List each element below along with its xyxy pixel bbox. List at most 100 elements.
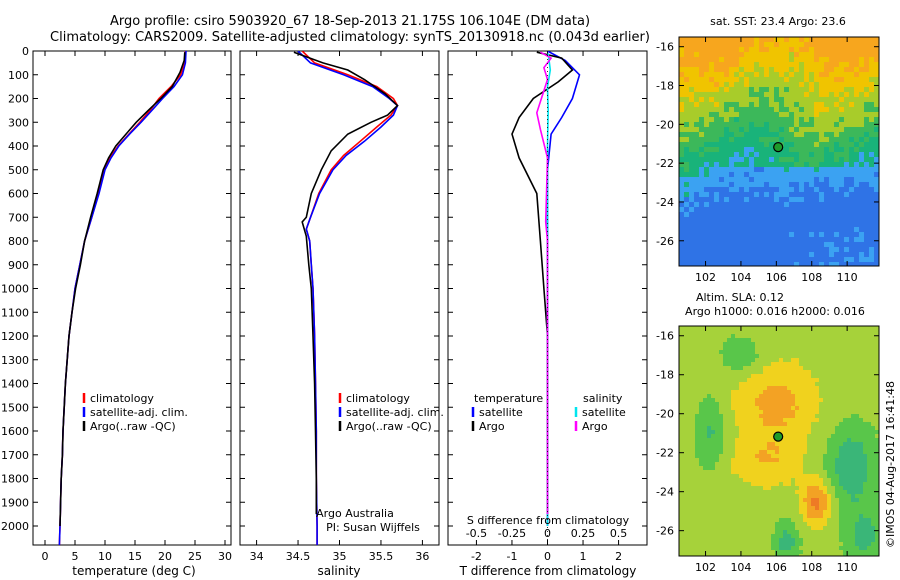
sst-map-cell — [864, 217, 870, 223]
sla-map-cell — [807, 482, 812, 487]
sla-map-cell — [855, 466, 860, 471]
sla-map-cell — [703, 538, 708, 543]
sla-map-cell — [723, 478, 728, 483]
sst-map-cell — [854, 217, 860, 223]
sla-map-cell — [747, 402, 752, 407]
sla-map-cell — [855, 330, 860, 335]
sla-map-cell — [831, 366, 836, 371]
sla-map-cell — [743, 382, 748, 387]
sla-map-cell — [759, 398, 764, 403]
sla-map-cell — [759, 454, 764, 459]
sst-map-cell — [839, 202, 845, 208]
sla-map-cell — [711, 382, 716, 387]
sla-map-cell — [811, 502, 816, 507]
sla-map-cell — [723, 458, 728, 463]
sla-map-cell — [815, 338, 820, 343]
sla-map-cell — [763, 418, 768, 423]
sla-map-cell — [807, 498, 812, 503]
sst-map-cell — [774, 132, 780, 138]
sst-map-cell — [679, 152, 685, 158]
sla-map-cell — [823, 478, 828, 483]
sst-map-cell — [869, 132, 875, 138]
sla-map-cell — [739, 470, 744, 475]
sla-map-cell — [779, 398, 784, 403]
sst-map-cell — [754, 232, 760, 238]
sst-map-cell — [839, 147, 845, 153]
sla-map-cell — [851, 546, 856, 551]
sla-map-cell — [819, 550, 824, 555]
sla-map-cell — [787, 530, 792, 535]
sla-map-cell — [723, 498, 728, 503]
sla-map-cell — [875, 366, 879, 371]
sla-map-cell — [843, 494, 848, 499]
sla-map-cell — [867, 526, 872, 531]
sla-map-cell — [835, 466, 840, 471]
sla-map-cell — [819, 450, 824, 455]
sla-map-cell — [747, 534, 752, 539]
sla-map-cell — [787, 402, 792, 407]
sla-map-cell — [747, 450, 752, 455]
sst-map-cell — [714, 67, 720, 73]
sla-map-cell — [755, 454, 760, 459]
sla-map-cell — [871, 542, 876, 547]
sst-map-cell — [749, 97, 755, 103]
sst-map-cell — [874, 177, 879, 183]
sla-map-cell — [719, 538, 724, 543]
sst-map-cell — [809, 122, 815, 128]
sla-map-cell — [863, 366, 868, 371]
sla-map-cell — [687, 426, 692, 431]
sla-map-cell — [799, 502, 804, 507]
sst-map-cell — [729, 132, 735, 138]
sla-map-cell — [779, 366, 784, 371]
sla-map-cell — [871, 346, 876, 351]
sla-map-cell — [707, 494, 712, 499]
sst-map-cell — [774, 182, 780, 188]
sla-map-cell — [715, 550, 720, 555]
sla-map-cell — [719, 478, 724, 483]
sst-map-cell — [859, 212, 865, 218]
sla-map-cell — [871, 382, 876, 387]
sla-map-cell — [799, 370, 804, 375]
sla-map-cell — [831, 446, 836, 451]
sla-map-cell — [683, 454, 688, 459]
sla-map-cell — [823, 438, 828, 443]
sla-map-cell — [683, 462, 688, 467]
sla-map-cell — [855, 546, 860, 551]
sla-map-cell — [715, 330, 720, 335]
sla-map-cell — [799, 450, 804, 455]
sst-map-cell — [734, 57, 740, 63]
sst-map-cell — [714, 212, 720, 218]
sla-map-cell — [695, 546, 700, 551]
sla-map-cell — [759, 358, 764, 363]
sla-map-cell — [679, 518, 684, 523]
sla-map-cell — [831, 514, 836, 519]
sla-map-cell — [867, 386, 872, 391]
sst-map-cell — [714, 147, 720, 153]
sla-map-cell — [847, 418, 852, 423]
sla-map-cell — [783, 514, 788, 519]
sla-map-cell — [835, 338, 840, 343]
sla-map-cell — [843, 330, 848, 335]
sla-map-cell — [739, 378, 744, 383]
sla-map-cell — [723, 530, 728, 535]
sst-map-cell — [814, 222, 820, 228]
sla-map-cell — [707, 490, 712, 495]
sla-map-cell — [791, 398, 796, 403]
sla-map-cell — [739, 334, 744, 339]
sla-map-cell — [851, 466, 856, 471]
sla-map-cell — [811, 402, 816, 407]
sst-map-cell — [864, 207, 870, 213]
sla-map-cell — [723, 326, 728, 331]
sla-map-cell — [811, 366, 816, 371]
sla-map-cell — [791, 442, 796, 447]
sla-map-cell — [815, 550, 820, 555]
sla-map-cell — [867, 366, 872, 371]
sla-map-cell — [819, 526, 824, 531]
sla-map-cell — [683, 338, 688, 343]
sla-map-cell — [771, 530, 776, 535]
sla-map-cell — [763, 406, 768, 411]
sst-map-cell — [724, 167, 730, 173]
sst-map-cell — [739, 87, 745, 93]
sla-map-cell — [815, 522, 820, 527]
sla-map-cell — [743, 366, 748, 371]
